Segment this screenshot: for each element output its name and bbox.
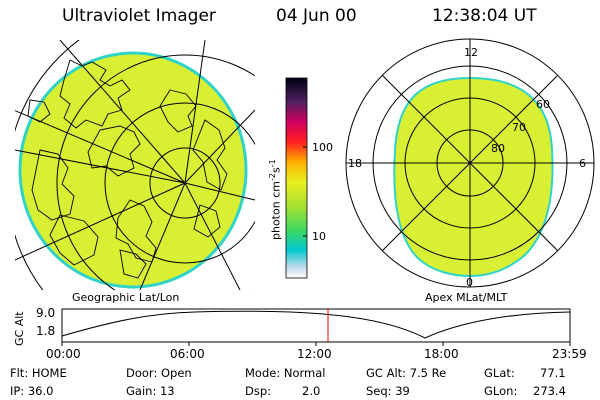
seq-value: Seq: 39: [366, 384, 410, 398]
dsp-label: Dsp:: [245, 384, 272, 398]
apex-caption: Apex MLat/MLT: [425, 291, 508, 304]
colorbar-tick-10: 10: [312, 230, 326, 243]
altitude-ytick-bottom: 1.8: [36, 324, 56, 338]
mlt-label-0: 0: [466, 276, 473, 289]
altitude-ytick-top: 9.0: [36, 306, 56, 320]
glon-label: GLon:: [484, 384, 518, 398]
x-tick-label-2359: 23:59: [552, 347, 587, 361]
mlat-label-60: 60: [536, 98, 550, 111]
geographic-uv-image: [18, 51, 248, 289]
time-label: 12:38:04 UT: [432, 6, 537, 26]
mode-value: Mode: Normal: [245, 366, 326, 380]
x-tick-label-0000: 00:00: [46, 347, 81, 361]
mlt-line: [381, 74, 559, 252]
glon-value: 273.4: [533, 384, 566, 398]
x-tick-label-1200: 12:00: [297, 347, 332, 361]
colorbar-gradient: [285, 77, 308, 279]
geographic-caption: Geographic Lat/Lon: [72, 291, 180, 304]
lon-line: [15, 182, 186, 261]
coastlines: [27, 59, 228, 279]
lon-line: [59, 40, 186, 184]
lon-line: [184, 182, 241, 290]
altitude-ylabel: GC Alt: [13, 311, 26, 346]
mlt-label-12: 12: [464, 46, 478, 59]
altitude-curve: [61, 310, 571, 339]
lat-circle: [149, 147, 221, 219]
lon-line: [139, 182, 186, 290]
mlt-label-18: 18: [348, 157, 362, 170]
lat-circle: [104, 102, 255, 264]
ip-value: IP: 36.0: [10, 384, 54, 398]
glat-label: GLat:: [484, 366, 515, 380]
lon-line: [184, 182, 255, 201]
app-title: Ultraviolet Imager: [62, 6, 216, 26]
dsp-value: 2.0: [302, 384, 321, 398]
date-label: 04 Jun 00: [276, 6, 357, 26]
colorbar-tick-100: 100: [312, 141, 333, 154]
mlat-label-80: 80: [491, 142, 505, 155]
door-status: Door: Open: [126, 366, 192, 380]
mlt-label-6: 6: [579, 157, 586, 170]
mlat-label-70: 70: [512, 121, 526, 134]
lat-circle: [56, 54, 255, 290]
gc-alt-value: GC Alt: 7.5 Re: [366, 366, 447, 380]
gain-value: Gain: 13: [126, 384, 175, 398]
lon-line: [184, 109, 255, 184]
flight-status: Flt: HOME: [10, 366, 67, 380]
lon-line: [15, 110, 186, 184]
glat-value: 77.1: [540, 366, 566, 380]
x-tick-label-1800: 18:00: [424, 347, 459, 361]
lon-line: [184, 40, 206, 184]
x-tick-label-0600: 06:00: [170, 347, 205, 361]
